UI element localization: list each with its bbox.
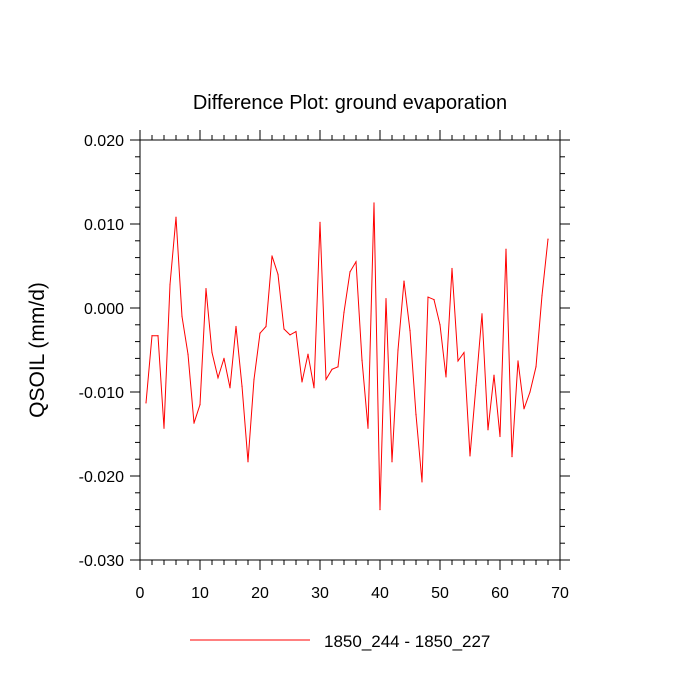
data-point xyxy=(541,294,543,296)
data-point xyxy=(151,335,153,337)
data-point xyxy=(301,381,303,383)
data-point xyxy=(355,261,357,263)
data-point xyxy=(253,378,255,380)
x-tick-label: 0 xyxy=(136,585,145,602)
legend: 1850_244 - 1850_227 xyxy=(190,632,490,651)
data-point xyxy=(343,311,345,313)
data-point xyxy=(391,461,393,463)
data-point xyxy=(433,299,435,301)
plot-frame xyxy=(139,139,561,561)
legend-label: 1850_244 - 1850_227 xyxy=(324,632,490,651)
data-point xyxy=(187,353,189,355)
data-point xyxy=(217,377,219,379)
data-point xyxy=(265,325,267,328)
data-point xyxy=(457,360,459,362)
data-point xyxy=(241,385,243,387)
data-point xyxy=(157,335,159,337)
data-point xyxy=(145,402,147,404)
y-tick-label: 0.000 xyxy=(84,301,124,318)
y-tick-label: -0.020 xyxy=(79,469,124,486)
data-point xyxy=(481,313,483,315)
data-point xyxy=(445,376,447,378)
data-point xyxy=(529,391,531,393)
data-point xyxy=(313,387,315,389)
data-point xyxy=(349,271,351,273)
data-point xyxy=(181,315,183,317)
data-point xyxy=(523,408,525,410)
data-point xyxy=(193,422,195,424)
x-tick-label: 30 xyxy=(311,585,329,602)
data-point xyxy=(175,216,177,218)
data-point xyxy=(223,357,225,359)
data-point xyxy=(379,509,381,511)
y-tick-label: -0.010 xyxy=(79,385,124,402)
data-point xyxy=(235,325,237,328)
data-point xyxy=(547,238,549,240)
x-tick-label: 70 xyxy=(551,585,569,602)
x-tick-label: 50 xyxy=(431,585,449,602)
data-point xyxy=(337,366,339,368)
data-point xyxy=(259,332,261,334)
axis-ticks xyxy=(130,130,570,570)
data-point xyxy=(409,330,411,332)
data-point xyxy=(367,427,369,429)
data-point xyxy=(403,280,405,282)
x-tick-label: 40 xyxy=(371,585,389,602)
data-point xyxy=(163,427,165,429)
data-point xyxy=(169,283,171,286)
data-point xyxy=(361,359,363,361)
data-point xyxy=(325,378,327,380)
data-point xyxy=(385,298,387,300)
x-tick-label: 20 xyxy=(251,585,269,602)
data-point xyxy=(535,366,537,368)
y-tick-label: -0.030 xyxy=(79,553,124,570)
data-point xyxy=(199,404,201,406)
y-axis-label: QSOIL (mm/d) xyxy=(26,282,49,418)
data-point xyxy=(439,324,441,326)
data-point xyxy=(469,455,471,457)
data-point xyxy=(463,351,465,354)
data-point xyxy=(277,273,279,275)
data-point xyxy=(295,330,297,333)
data-point xyxy=(271,255,273,257)
data-point xyxy=(229,387,231,389)
data-point xyxy=(205,288,207,290)
data-point xyxy=(415,414,417,416)
data-point xyxy=(307,353,309,355)
data-point xyxy=(247,461,249,463)
data-point xyxy=(421,481,423,483)
data-point xyxy=(397,349,399,351)
data-point xyxy=(373,202,375,204)
data-point xyxy=(499,435,501,438)
data-point xyxy=(211,351,213,354)
data-point xyxy=(319,221,321,223)
x-tick-label: 60 xyxy=(491,585,509,602)
y-tick-label: 0.010 xyxy=(84,217,124,234)
data-point xyxy=(511,456,513,458)
data-point xyxy=(493,374,495,376)
chart-title: Difference Plot: ground evaporation xyxy=(193,92,507,114)
series-line xyxy=(145,202,549,510)
data-point xyxy=(505,248,507,250)
axis-tick-labels: 0 10 20 30 40 50 60 70 -0.030 -0.020 -0.010 0.000 0.… xyxy=(79,133,569,602)
y-tick-label: 0.020 xyxy=(84,133,124,150)
data-point xyxy=(487,429,489,431)
data-point xyxy=(289,334,291,336)
series-lines xyxy=(145,202,549,511)
x-tick-label: 10 xyxy=(191,585,209,602)
data-point xyxy=(427,296,429,298)
data-point xyxy=(475,384,477,386)
data-point xyxy=(283,328,285,330)
data-point xyxy=(451,267,453,270)
data-point xyxy=(517,360,519,362)
data-point xyxy=(331,368,333,370)
